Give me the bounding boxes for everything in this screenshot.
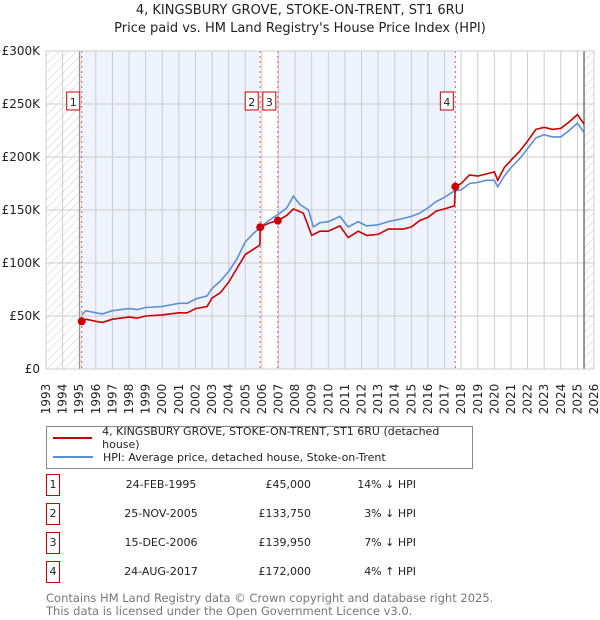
x-tick-label: 2015 [404, 384, 418, 415]
sale-point [256, 223, 265, 232]
x-tick-label: 2008 [288, 384, 302, 415]
x-tick-label: 2003 [205, 384, 219, 415]
sale-price: £139,950 [258, 535, 312, 549]
sale-row: 4 24-AUG-2017 £172,000 4% ↑ HPI [46, 557, 416, 586]
x-tick-label: 2011 [338, 384, 352, 415]
x-tick-label: 2022 [521, 384, 535, 415]
x-tick-label: 2018 [454, 384, 468, 415]
sale-row: 2 25-NOV-2005 £133,750 3% ↓ HPI [46, 499, 416, 528]
sale-label-box [439, 91, 454, 111]
sale-date: 24-AUG-2017 [124, 564, 198, 578]
x-tick-label: 1996 [89, 384, 103, 415]
sale-label: 2 [248, 96, 255, 109]
x-tick-label: 2006 [255, 384, 269, 415]
legend-item-hpi: HPI: Average price, detached house, Stok… [53, 448, 386, 466]
x-tick-label: 2016 [421, 384, 435, 415]
sale-id: 1 [46, 473, 60, 496]
y-tick-label: £200K [2, 150, 42, 164]
x-tick-label: 2014 [388, 384, 402, 415]
x-tick-label: 1995 [72, 384, 86, 415]
sales-table: 1 24-FEB-1995 £45,000 14% ↓ HPI 2 25-NOV-… [46, 470, 416, 586]
sale-label-box [262, 91, 277, 111]
x-tick-label: 2013 [371, 384, 385, 415]
x-tick-label: 1998 [122, 384, 136, 415]
legend-label: HPI: Average price, detached house, Stok… [103, 450, 386, 464]
legend-label: 4, KINGSBURY GROVE, STOKE-ON-TRENT, ST1 … [102, 425, 440, 451]
sale-price: £133,750 [258, 506, 312, 520]
legend-item-property: 4, KINGSBURY GROVE, STOKE-ON-TRENT, ST1 … [53, 425, 472, 451]
sale-id-cell: 1 [46, 470, 106, 499]
x-tick-label: 2010 [321, 384, 335, 415]
sale-point [451, 182, 460, 191]
sale-label: 1 [70, 96, 77, 109]
sale-hpi-diff: 7% ↓ HPI [364, 535, 416, 549]
sale-price: £172,000 [258, 564, 312, 578]
sale-id-cell: 2 [46, 499, 106, 528]
blue-line-swatch [53, 456, 93, 458]
x-tick-label: 2000 [155, 384, 169, 415]
sale-id: 3 [46, 531, 60, 554]
sale-label: 3 [266, 96, 273, 109]
x-tick-label: 2017 [438, 384, 452, 415]
x-tick-label: 2025 [570, 384, 584, 415]
red-line-swatch [53, 437, 93, 439]
x-tick-label: 2019 [471, 384, 485, 415]
x-tick-label: 2007 [271, 384, 285, 415]
x-tick-label: 2024 [554, 384, 568, 415]
x-tick-label: 2001 [172, 384, 186, 415]
x-tick-label: 2002 [188, 384, 202, 415]
plot-border [45, 50, 595, 370]
sale-hpi-diff: 4% ↑ HPI [364, 564, 416, 578]
chart-title: 4, KINGSBURY GROVE, STOKE-ON-TRENT, ST1 … [0, 2, 600, 38]
x-tick-label: 2023 [537, 384, 551, 415]
y-tick-label: £300K [2, 44, 42, 58]
y-tick-label: £50K [9, 309, 41, 323]
x-tick-label: 2021 [504, 384, 518, 415]
sale-id: 4 [46, 560, 60, 583]
sale-id-cell: 4 [46, 557, 106, 586]
sale-hpi-diff: 14% ↓ HPI [357, 477, 416, 491]
y-tick-label: £0 [25, 362, 40, 376]
subtitle-line: Price paid vs. HM Land Registry's House … [114, 21, 486, 36]
x-tick-label: 2005 [238, 384, 252, 415]
sale-date: 24-FEB-1995 [125, 477, 197, 491]
title-line: 4, KINGSBURY GROVE, STOKE-ON-TRENT, ST1 … [135, 3, 465, 18]
price-chart: 1993 1994 1995 1996 1997 1998 1999 2000 2001 2002… [2, 44, 600, 415]
sale-hpi-diff: 3% ↓ HPI [364, 506, 416, 520]
sale-id: 2 [46, 502, 60, 525]
x-tick-label: 1994 [56, 384, 70, 415]
x-tick-label: 1997 [105, 384, 119, 415]
price-paid-line [81, 113, 585, 324]
y-tick-label: £150K [2, 203, 42, 217]
legend: 4, KINGSBURY GROVE, STOKE-ON-TRENT, ST1 … [46, 425, 473, 469]
x-tick-label: 1999 [139, 384, 153, 415]
x-tick-label: 1993 [39, 384, 53, 415]
x-tick-label: 2020 [487, 384, 501, 415]
sale-label-box [244, 91, 259, 111]
x-tick-label: 2004 [222, 384, 236, 415]
sale-label-box [66, 91, 81, 111]
sale-row: 3 15-DEC-2006 £139,950 7% ↓ HPI [46, 528, 416, 557]
sale-point [273, 216, 282, 225]
x-tick-label: 2026 [587, 384, 600, 415]
sale-row: 1 24-FEB-1995 £45,000 14% ↓ HPI [46, 470, 416, 499]
y-tick-label: £100K [2, 256, 42, 270]
sale-point [77, 317, 86, 326]
sale-id-cell: 3 [46, 528, 106, 557]
x-tick-label: 2009 [305, 384, 319, 415]
sale-price: £45,000 [265, 477, 312, 491]
sale-label: 4 [443, 96, 450, 109]
y-tick-label: £250K [2, 97, 42, 111]
footer-line: Contains HM Land Registry data © Crown c… [46, 591, 494, 605]
footer: Contains HM Land Registry data © Crown c… [46, 592, 493, 618]
sale-date: 15-DEC-2006 [124, 535, 198, 549]
x-tick-label: 2012 [355, 384, 369, 415]
footer-line: This data is licensed under the Open Gov… [46, 604, 413, 618]
hpi-line [81, 121, 585, 316]
sale-date: 25-NOV-2005 [124, 506, 198, 520]
